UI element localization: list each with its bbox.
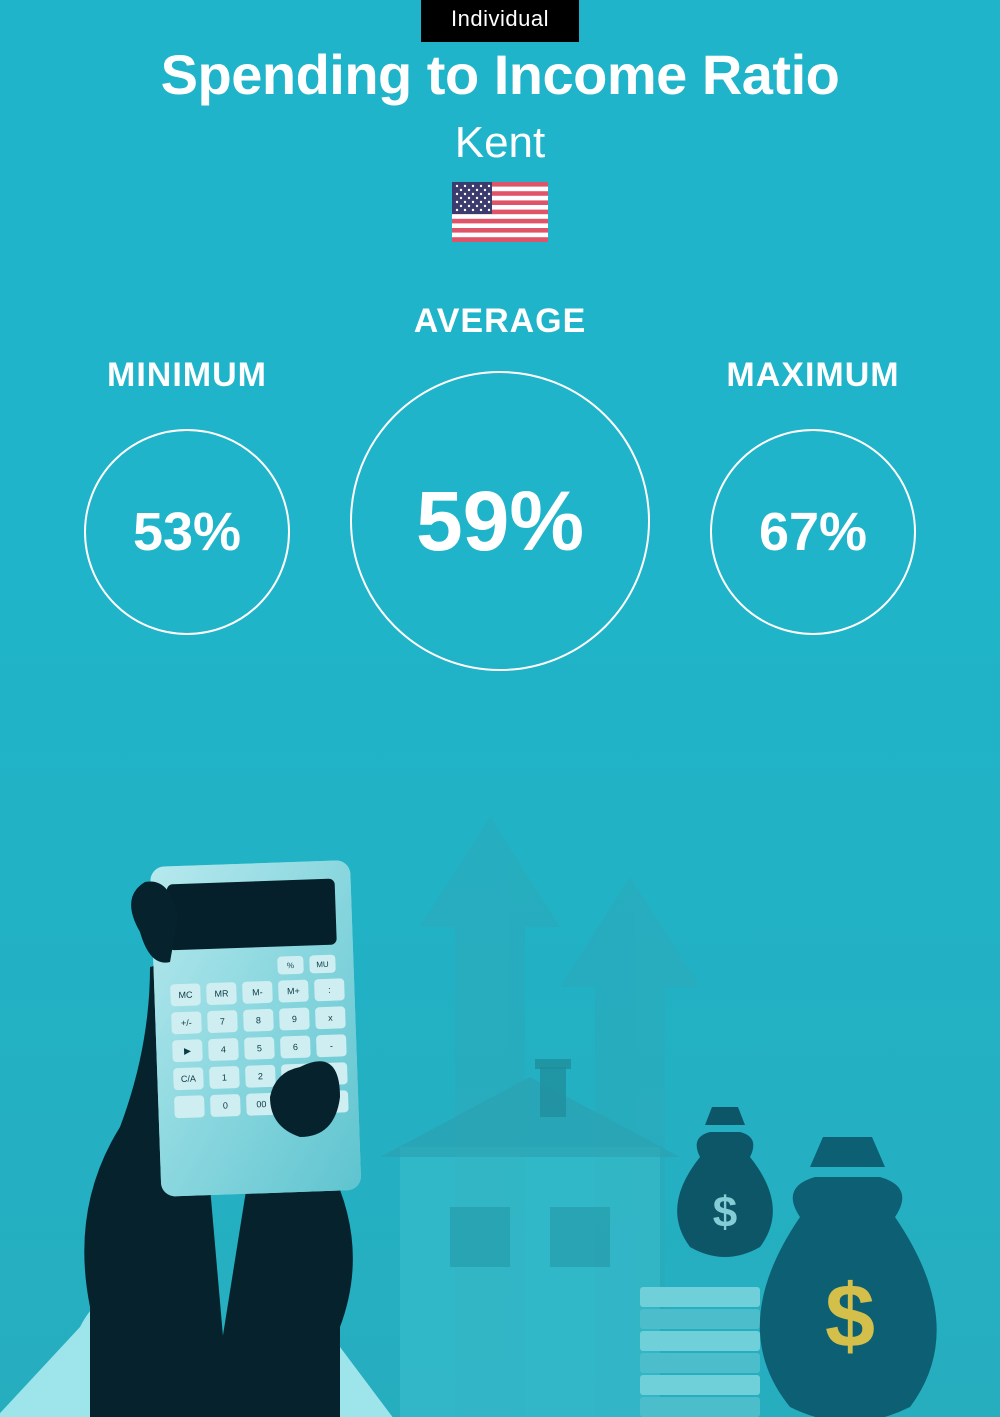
stat-average-label: AVERAGE <box>414 302 587 341</box>
svg-text:M+: M+ <box>287 986 300 996</box>
money-bag-large-icon: $ <box>760 1137 937 1417</box>
stat-minimum: MINIMUM 53% <box>84 302 290 635</box>
stats-row: MINIMUM 53% AVERAGE 59% MAXIMUM 67% <box>0 302 1000 671</box>
stat-maximum: MAXIMUM 67% <box>710 302 916 635</box>
svg-text:MU: MU <box>316 960 329 969</box>
stat-maximum-circle: 67% <box>710 429 916 635</box>
money-bag-small-icon: $ <box>677 1107 773 1257</box>
svg-text:6: 6 <box>293 1042 298 1052</box>
stat-maximum-value: 67% <box>759 501 867 563</box>
svg-text:00: 00 <box>256 1099 266 1109</box>
svg-text:$: $ <box>825 1267 875 1367</box>
calculator-in-hands-icon: MCMRM-M+: +/-789x ▶456- C/A123+ 000.= % … <box>0 860 430 1417</box>
svg-text:4: 4 <box>221 1044 226 1054</box>
svg-text:x: x <box>328 1013 333 1023</box>
svg-text:MC: MC <box>178 990 193 1000</box>
stat-average: AVERAGE 59% <box>350 302 650 671</box>
svg-text:%: % <box>287 961 294 970</box>
svg-text:7: 7 <box>220 1016 225 1026</box>
svg-text:+/-: +/- <box>181 1018 192 1028</box>
svg-text:M-: M- <box>252 987 263 997</box>
stat-minimum-value: 53% <box>133 501 241 563</box>
stat-average-value: 59% <box>416 473 584 570</box>
stat-average-circle: 59% <box>350 371 650 671</box>
stat-maximum-label: MAXIMUM <box>726 356 899 395</box>
svg-text:MR: MR <box>214 988 229 998</box>
us-flag-icon <box>452 182 548 242</box>
finance-illustration: $ $ <box>0 767 1000 1417</box>
svg-text:1: 1 <box>222 1072 227 1082</box>
svg-text:$: $ <box>713 1188 737 1237</box>
svg-text:▶: ▶ <box>184 1046 191 1056</box>
svg-text::: : <box>328 985 331 995</box>
stat-minimum-circle: 53% <box>84 429 290 635</box>
svg-text:5: 5 <box>257 1043 262 1053</box>
page-title: Spending to Income Ratio <box>0 42 1000 107</box>
svg-text:C/A: C/A <box>181 1074 196 1085</box>
svg-text:-: - <box>330 1041 333 1051</box>
category-badge: Individual <box>421 0 579 42</box>
svg-text:9: 9 <box>292 1014 297 1024</box>
location-name: Kent <box>0 118 1000 168</box>
svg-text:8: 8 <box>256 1015 261 1025</box>
stat-minimum-label: MINIMUM <box>107 356 267 395</box>
svg-text:2: 2 <box>258 1071 263 1081</box>
svg-text:0: 0 <box>223 1100 228 1110</box>
